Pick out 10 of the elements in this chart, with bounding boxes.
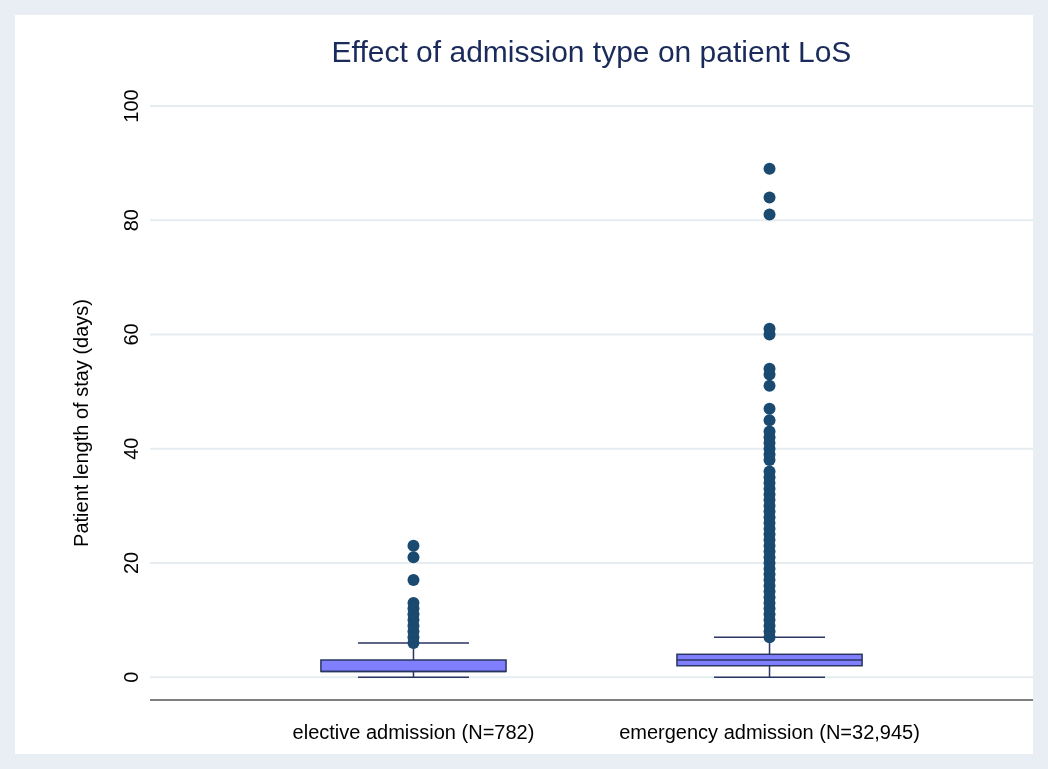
- y-axis-title: Patient length of stay (days): [70, 299, 92, 547]
- chart-title: Effect of admission type on patient LoS: [331, 35, 852, 68]
- x-tick-label: elective admission (N=782): [292, 721, 535, 743]
- y-tick-label: 80: [120, 209, 142, 232]
- y-tick-label: 60: [120, 323, 142, 346]
- y-tick-label: 40: [120, 437, 142, 460]
- y-tick-label: 0: [120, 671, 142, 683]
- y-tick-label: 20: [120, 551, 142, 575]
- y-tick-label: 100: [120, 89, 142, 123]
- x-tick-label: emergency admission (N=32,945): [619, 721, 920, 743]
